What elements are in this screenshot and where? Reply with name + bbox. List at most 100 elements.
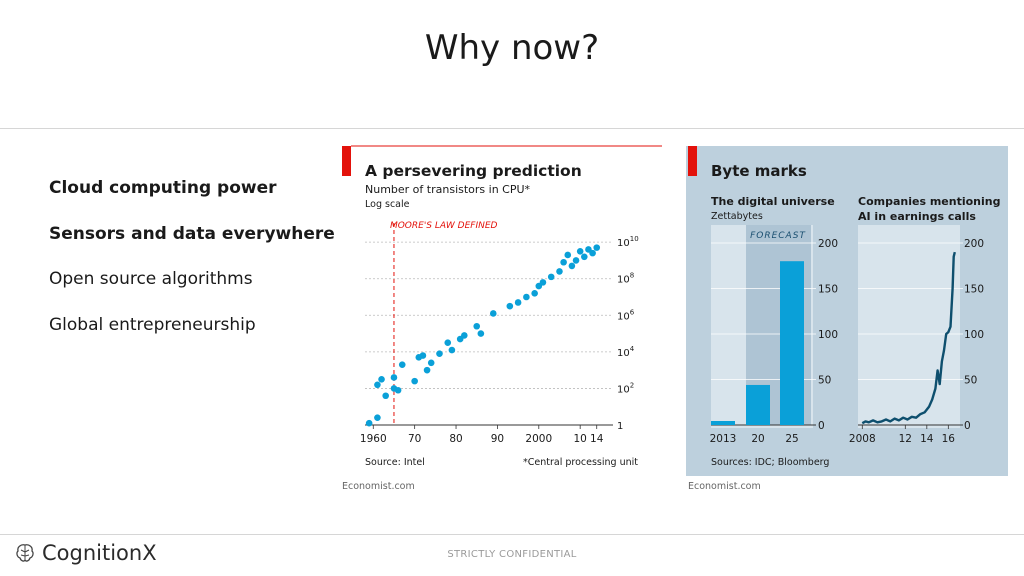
data-point bbox=[382, 392, 389, 400]
data-point bbox=[572, 257, 580, 264]
data-point bbox=[411, 377, 418, 385]
y-tick-label: 106 bbox=[617, 308, 635, 322]
x-tick-label: 12 bbox=[899, 433, 912, 445]
x-tick-label: 20 bbox=[751, 433, 764, 445]
moores-law-chart: A persevering prediction Number of trans… bbox=[342, 145, 662, 492]
y-tick-label: 150 bbox=[818, 284, 838, 296]
data-point bbox=[589, 249, 596, 257]
data-point bbox=[568, 262, 576, 270]
chart-subtitle: Number of transistors in CPU* bbox=[365, 183, 531, 196]
x-tick-label: 1960 bbox=[360, 433, 387, 445]
scale-note: Log scale bbox=[365, 199, 410, 210]
bar bbox=[780, 261, 804, 425]
y-tick-base: 10 bbox=[617, 275, 630, 286]
forecast-label: FORECAST bbox=[750, 231, 806, 241]
bar-tick-labels: 0 50 100 150 200 2013 20 25 bbox=[710, 238, 838, 445]
line-tick-labels: 0 50 100 150 200 2008 12 14 16 bbox=[849, 238, 984, 445]
header-divider bbox=[0, 128, 1024, 129]
data-point bbox=[576, 247, 584, 255]
byte-marks-chart: Byte marks The digital universe Zettabyt… bbox=[686, 146, 1008, 492]
data-point bbox=[489, 310, 497, 317]
y-tick-base: 10 bbox=[617, 384, 630, 395]
y-tick-label: 150 bbox=[964, 284, 984, 296]
data-point bbox=[423, 366, 431, 374]
y-tick-base: 10 bbox=[617, 348, 630, 359]
y-tick-base: 10 bbox=[617, 238, 630, 249]
x-tick-label: 14 bbox=[920, 433, 934, 445]
y-tick-label: 102 bbox=[617, 381, 634, 395]
x-tick-label: 90 bbox=[491, 433, 504, 445]
brain-icon bbox=[16, 544, 34, 562]
data-point bbox=[398, 361, 406, 368]
y-tick-label: 200 bbox=[818, 238, 838, 250]
y-tick-exponent: 6 bbox=[630, 308, 635, 316]
data-point bbox=[523, 293, 530, 301]
source-note: Sources: IDC; Bloomberg bbox=[711, 457, 829, 468]
credit-text: Economist.com bbox=[688, 481, 761, 492]
accent-bar bbox=[688, 146, 697, 176]
data-point bbox=[593, 244, 601, 251]
chart-title: A persevering prediction bbox=[365, 162, 582, 180]
source-note: Source: Intel bbox=[365, 457, 425, 468]
data-point bbox=[374, 381, 381, 389]
data-point bbox=[547, 273, 555, 281]
y-grid bbox=[365, 241, 613, 426]
y-tick-label: 100 bbox=[964, 329, 984, 341]
slide-title: Why now? bbox=[424, 28, 600, 68]
chart-group-title: Byte marks bbox=[711, 162, 807, 180]
footer-divider bbox=[0, 534, 1024, 535]
data-point bbox=[378, 375, 385, 383]
y-tick-label: 0 bbox=[818, 420, 825, 432]
data-point bbox=[365, 419, 373, 427]
data-point bbox=[394, 386, 402, 394]
data-point bbox=[539, 279, 547, 286]
line-plot-area bbox=[858, 225, 960, 428]
y-tick-exponent: 8 bbox=[630, 272, 634, 280]
data-point bbox=[473, 322, 481, 330]
line-chart-title-2: AI in earnings calls bbox=[858, 210, 976, 223]
bullet-item: Open source algorithms bbox=[49, 269, 253, 289]
y-tick-label: 0 bbox=[964, 420, 971, 432]
x-tick-label: 10 bbox=[573, 433, 586, 445]
data-point bbox=[514, 299, 522, 306]
y-tick-base: 1 bbox=[617, 421, 623, 432]
credit-text: Economist.com bbox=[342, 481, 415, 492]
data-point bbox=[390, 374, 398, 381]
data-point bbox=[461, 332, 468, 339]
y-tick-label: 104 bbox=[617, 345, 635, 359]
brand-name: CognitionX bbox=[42, 541, 157, 565]
data-point bbox=[448, 346, 456, 354]
y-tick-exponent: 10 bbox=[630, 235, 639, 243]
y-tick-label: 100 bbox=[818, 329, 838, 341]
bar bbox=[746, 384, 770, 425]
bullet-item: Sensors and data everywhere bbox=[49, 223, 335, 244]
y-tick-exponent: 2 bbox=[630, 381, 634, 389]
data-point bbox=[581, 253, 588, 261]
x-tick-label: 25 bbox=[785, 433, 798, 445]
bullet-item: Global entrepreneurship bbox=[49, 314, 256, 335]
bars bbox=[711, 261, 804, 425]
data-point bbox=[564, 251, 572, 259]
y-tick-label: 108 bbox=[617, 272, 634, 286]
y-tick-label: 200 bbox=[964, 238, 984, 250]
x-tick-label: 16 bbox=[942, 433, 956, 445]
brand-logo: CognitionX bbox=[14, 541, 157, 565]
x-tick-label: 2008 bbox=[849, 433, 876, 445]
data-point bbox=[556, 268, 563, 275]
y-tick-exponent: 4 bbox=[630, 345, 635, 353]
data-point bbox=[531, 290, 538, 297]
data-point bbox=[560, 258, 567, 266]
bar-chart-unit: Zettabytes bbox=[711, 211, 763, 222]
line-chart-title-1: Companies mentioning bbox=[858, 195, 1000, 208]
data-point bbox=[444, 339, 452, 347]
bullet-item: Cloud computing power bbox=[49, 178, 277, 198]
data-point bbox=[477, 330, 485, 337]
footnote: *Central processing unit bbox=[523, 457, 638, 468]
x-tick-label: 2000 bbox=[525, 433, 552, 445]
data-point bbox=[419, 352, 427, 359]
data-point bbox=[374, 414, 381, 421]
moores-law-label: MOORE'S LAW DEFINED bbox=[390, 221, 498, 231]
bar-chart-title: The digital universe bbox=[711, 195, 835, 208]
bullet-list: Cloud computing power Sensors and data e… bbox=[49, 178, 339, 360]
